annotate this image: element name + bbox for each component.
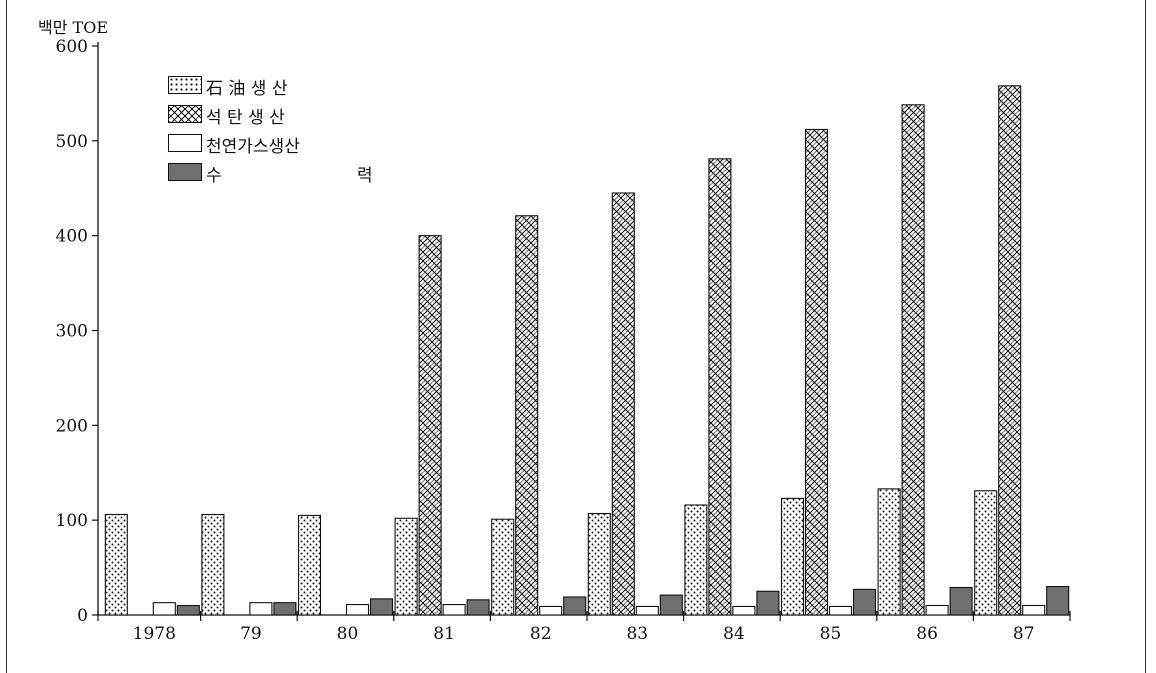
bar-oil: [877, 488, 901, 616]
legend-swatch-oil: [168, 76, 202, 94]
legend-label-oil: 石 油 생 산: [206, 79, 288, 99]
bar-coal: [998, 85, 1022, 616]
x-tick-label: 80: [337, 624, 359, 644]
bar-gas: [345, 604, 370, 616]
bar-oil: [684, 504, 708, 616]
bar-coal: [804, 128, 829, 616]
bar-hydro: [659, 594, 683, 616]
x-tick-label: 81: [433, 624, 455, 644]
bar-gas: [828, 605, 853, 616]
bar-oil: [780, 497, 805, 616]
bar-gas: [1022, 604, 1046, 616]
bar-oil: [394, 517, 418, 616]
bar-coal: [708, 158, 732, 616]
bar-oil: [201, 513, 225, 616]
x-tick-label: 85: [820, 624, 842, 644]
bar-hydro: [176, 604, 200, 616]
chart-frame: [6, 0, 1146, 673]
x-tick-label: 83: [626, 624, 648, 644]
bar-coal: [418, 235, 442, 616]
bar-gas: [152, 602, 176, 616]
x-tick-label: 84: [723, 624, 745, 644]
y-tick-label: 500: [56, 132, 88, 152]
y-tick-label: 300: [56, 322, 88, 342]
bar-oil: [104, 513, 128, 616]
bar-gas: [635, 605, 659, 616]
y-tick-label: 400: [56, 227, 88, 247]
bar-gas: [925, 604, 949, 616]
bar-hydro: [949, 586, 973, 616]
axes: 0 100 200 300 400 500 600 1978 79 80 81 82 83 84 85 86 8…: [56, 37, 1071, 644]
legend-label-gas: 천연가스생산: [206, 137, 300, 157]
bar-gas: [732, 605, 756, 616]
x-tick-label: 1978: [133, 624, 176, 644]
x-tick-label: 87: [1013, 624, 1035, 644]
bar-hydro: [1046, 585, 1070, 616]
bar-hydro: [563, 596, 587, 616]
bar-hydro: [852, 588, 877, 616]
legend-swatch-gas: [168, 134, 202, 152]
bar-hydro: [273, 602, 297, 616]
y-tick-label: 200: [56, 416, 88, 436]
bar-oil: [297, 514, 322, 616]
legend-swatch-hydro: [168, 163, 202, 181]
legend-label-coal: 석 탄 생 산: [206, 108, 285, 128]
bar-oil: [974, 490, 998, 616]
legend-swatch-coal: [168, 105, 202, 123]
bar-coal: [515, 215, 539, 616]
x-tick-label: 79: [240, 624, 262, 644]
bar-gas: [249, 602, 273, 616]
bar-coal: [901, 104, 925, 616]
y-tick-label: 0: [77, 606, 88, 626]
y-tick-label: 600: [56, 37, 88, 57]
bar-hydro: [369, 598, 394, 616]
bar-hydro: [466, 599, 490, 616]
bar-coal: [611, 192, 635, 616]
y-tick-label: 100: [56, 511, 88, 531]
bar-gas: [539, 605, 563, 616]
y-axis-unit-label: 백만 TOE: [38, 18, 108, 37]
bar-oil: [587, 512, 611, 616]
bars: [104, 85, 1070, 616]
x-tick-label: 82: [530, 624, 552, 644]
legend-label-hydro: 수 력: [206, 166, 373, 186]
bar-hydro: [756, 590, 780, 616]
bar-oil: [491, 518, 515, 616]
bar-gas: [442, 604, 466, 616]
x-tick-label: 86: [916, 624, 938, 644]
